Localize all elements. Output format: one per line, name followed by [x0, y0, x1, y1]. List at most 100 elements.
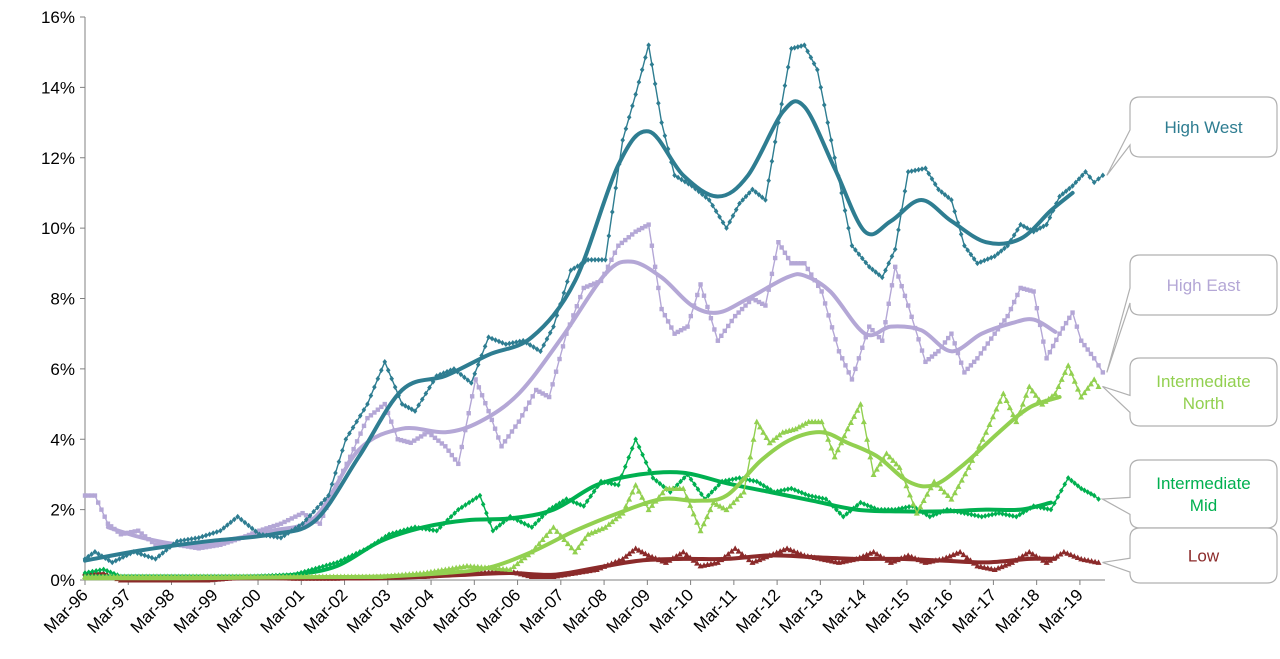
data-point-high-east [463, 427, 468, 433]
data-point-high-east [513, 424, 518, 429]
data-point-intermediate-north [568, 544, 575, 551]
data-point-high-west [89, 551, 94, 557]
data-point-intermediate-north [1010, 411, 1017, 418]
data-point-high-east [149, 539, 155, 545]
data-point-high-west [120, 554, 126, 560]
data-point-high-west [357, 412, 363, 419]
data-point-high-east [86, 493, 91, 498]
data-point-low [790, 548, 797, 554]
data-point-high-west [392, 384, 398, 390]
data-point-intermediate-mid [1059, 487, 1064, 494]
data-point-high-east [958, 360, 964, 365]
data-point-high-west [174, 538, 180, 545]
data-point-high-east [923, 359, 928, 365]
chart-series [82, 42, 1106, 583]
y-tick-label: 0% [50, 571, 75, 590]
data-point-high-west [1076, 176, 1082, 182]
data-point-high-west [679, 176, 684, 183]
data-point-high-east [473, 377, 478, 382]
data-point-high-west [675, 174, 681, 181]
data-point-high-east [685, 324, 690, 329]
data-point-low [1085, 557, 1092, 563]
data-point-high-east [1057, 331, 1062, 336]
data-point-high-west [808, 54, 814, 61]
data-point-intermediate-north [602, 524, 609, 530]
callout-low: Low [1102, 527, 1278, 584]
data-point-intermediate-north [1013, 418, 1020, 425]
data-point-high-east [763, 303, 768, 308]
data-point-intermediate-mid [858, 499, 863, 506]
data-point-high-east [1037, 322, 1043, 328]
data-point-high-west [975, 260, 980, 267]
data-point-intermediate-mid [972, 512, 978, 519]
data-point-intermediate-mid [650, 475, 656, 481]
data-point-high-east [989, 336, 994, 341]
data-point-low [977, 563, 984, 570]
data-point-high-east [833, 337, 838, 342]
data-point-high-west [1037, 225, 1043, 231]
data-point-high-east [1079, 338, 1084, 343]
data-point-high-west [998, 248, 1004, 254]
x-tick-label: Mar-15 [862, 585, 914, 637]
data-point-high-east [398, 437, 404, 443]
data-point-high-east [203, 544, 209, 550]
data-point-high-east [379, 404, 384, 410]
data-point-high-east [843, 363, 848, 368]
trend-line-intermediate-north [83, 395, 1062, 581]
data-point-intermediate-mid [1078, 485, 1084, 492]
data-point-high-west [109, 559, 115, 566]
data-point-low [946, 553, 953, 559]
data-point-high-east [1074, 324, 1080, 329]
data-point-high-west [952, 208, 957, 215]
data-point-low [632, 545, 639, 551]
data-point-intermediate-mid [730, 476, 735, 483]
data-point-intermediate-mid [427, 526, 432, 533]
data-point-high-west [842, 207, 848, 214]
data-point-high-east [506, 434, 511, 439]
data-point-intermediate-mid [571, 499, 576, 505]
x-tick-label: Mar-01 [257, 585, 309, 637]
data-point-intermediate-mid [612, 481, 618, 488]
data-point-high-east [489, 417, 495, 423]
data-point-intermediate-north [700, 520, 707, 527]
data-point-high-east [829, 325, 835, 330]
data-point-high-west [406, 404, 411, 411]
data-point-intermediate-mid [872, 505, 877, 512]
data-point-intermediate-mid [1000, 511, 1005, 517]
data-point-intermediate-north [717, 503, 724, 509]
data-point-high-east [289, 516, 294, 521]
data-point-high-west [1044, 221, 1049, 228]
data-point-high-west [375, 375, 381, 382]
data-point-high-west [496, 338, 502, 345]
data-point-intermediate-north [776, 431, 783, 438]
data-point-high-east [533, 387, 539, 393]
data-point-intermediate-north [965, 464, 972, 470]
data-point-low [735, 548, 742, 554]
callout-box [1106, 254, 1278, 373]
data-point-high-east [196, 546, 201, 551]
data-point-high-east [260, 527, 266, 532]
data-point-intermediate-mid [913, 505, 919, 512]
data-point-intermediate-mid [518, 519, 524, 525]
data-point-intermediate-north [860, 418, 867, 425]
data-point-high-west [468, 380, 474, 386]
data-point-intermediate-north [757, 423, 764, 430]
data-point-intermediate-north [828, 445, 835, 451]
data-point-intermediate-mid [452, 510, 458, 516]
data-point-high-east [616, 243, 621, 248]
data-point-intermediate-mid [1085, 489, 1090, 495]
data-point-high-west [753, 189, 758, 195]
data-point-high-east [971, 359, 977, 365]
data-point-intermediate-north [595, 527, 602, 533]
data-point-intermediate-north [616, 512, 623, 519]
data-point-high-west [318, 500, 324, 507]
data-point-high-west [153, 556, 158, 562]
data-point-high-east [776, 240, 781, 245]
x-tick-label: Mar-18 [992, 585, 1044, 637]
data-point-intermediate-north [539, 536, 546, 543]
data-point-high-east [264, 526, 269, 531]
data-point-high-east [682, 326, 687, 331]
data-point-low [905, 552, 912, 558]
data-point-high-west [547, 330, 553, 336]
data-point-intermediate-mid [466, 499, 472, 506]
